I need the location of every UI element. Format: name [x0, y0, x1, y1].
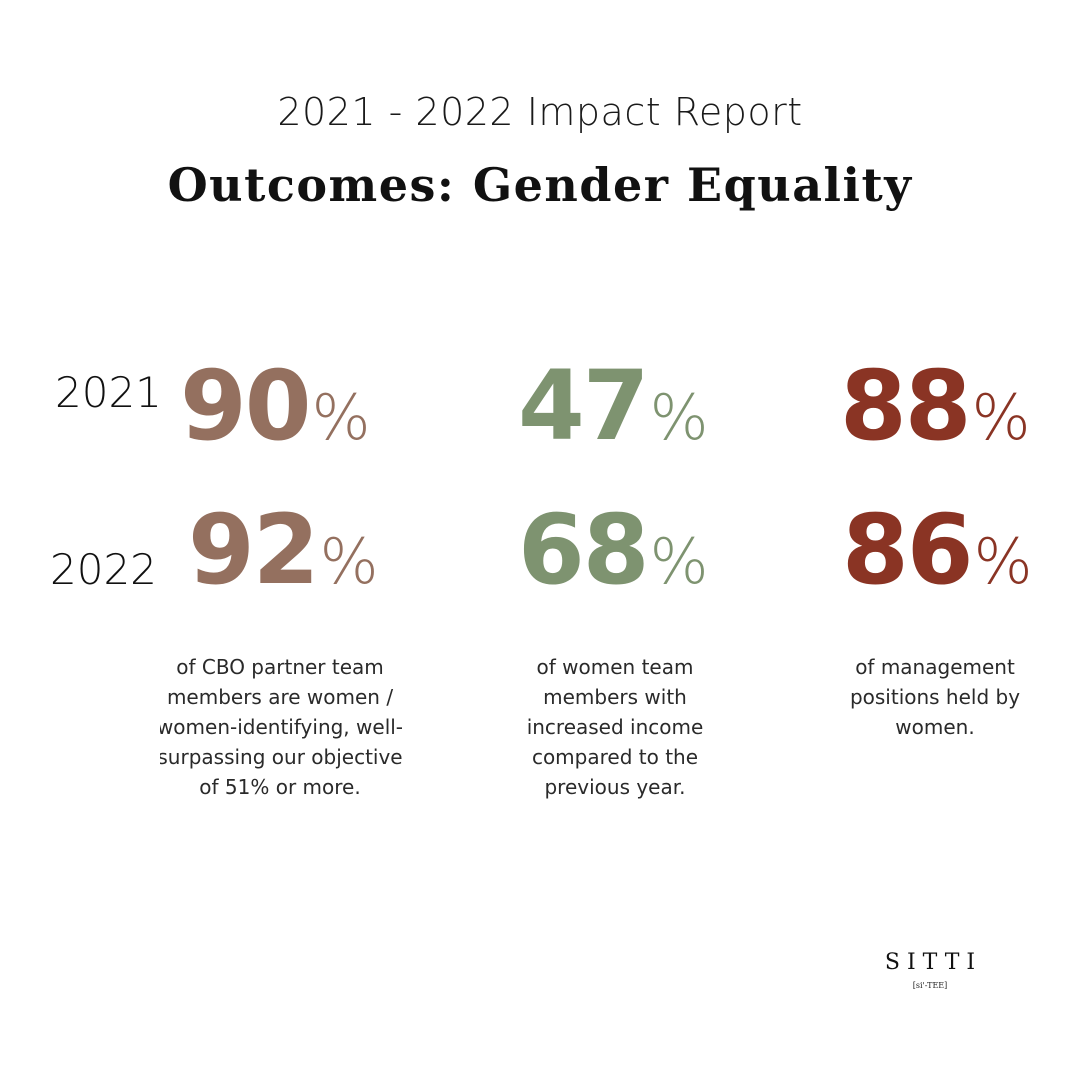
description-line: women.: [895, 715, 975, 739]
stat-value: 88: [840, 350, 972, 462]
description-line: increased income: [526, 715, 704, 739]
description-line: previous year.: [544, 775, 686, 799]
description-line: members are women /: [166, 685, 394, 709]
section-subtitle: Outcomes: Gender Equality: [167, 158, 913, 212]
percent-sign: %: [311, 381, 371, 454]
stat-value: 68: [518, 494, 650, 606]
stat-increased-income-2021: 47%: [518, 358, 709, 454]
stat-value: 90: [180, 350, 312, 462]
percent-sign: %: [973, 525, 1033, 598]
percent-sign: %: [649, 381, 709, 454]
stat-management-positions-2022: 86%: [842, 502, 1033, 598]
stat-women-members-2022: 92%: [188, 502, 379, 598]
year-label-2021: 2021: [55, 368, 162, 417]
description-management-positions: of management positions held by women.: [820, 652, 1050, 752]
percent-sign: %: [319, 525, 379, 598]
description-women-members: of CBO partner team members are women / …: [160, 652, 415, 812]
stat-increased-income-2022: 68%: [518, 502, 709, 598]
description-line: of management: [855, 655, 1015, 679]
stat-management-positions-2021: 88%: [840, 358, 1031, 454]
stat-value: 92: [188, 494, 320, 606]
description-line: of women team: [536, 655, 694, 679]
sitti-logo: SITTI [si'-TEE]: [860, 950, 1000, 990]
description-line: members with: [543, 685, 687, 709]
logo-wordmark: SITTI: [884, 950, 983, 975]
description-line: of 51% or more.: [199, 775, 361, 799]
description-line: surpassing our objective: [160, 745, 403, 769]
description-line: compared to the: [531, 745, 699, 769]
year-label-2022: 2022: [50, 545, 157, 594]
description-line: women-identifying, well-: [160, 715, 404, 739]
stat-value: 86: [842, 494, 974, 606]
stat-value: 47: [518, 350, 650, 462]
percent-sign: %: [971, 381, 1031, 454]
report-title: 2021 - 2022 Impact Report: [277, 90, 803, 134]
description-line: positions held by: [849, 685, 1021, 709]
description-increased-income: of women team members with increased inc…: [490, 652, 740, 812]
logo-phonetic: [si'-TEE]: [912, 981, 948, 990]
description-line: of CBO partner team: [176, 655, 384, 679]
percent-sign: %: [649, 525, 709, 598]
stat-women-members-2021: 90%: [180, 358, 371, 454]
